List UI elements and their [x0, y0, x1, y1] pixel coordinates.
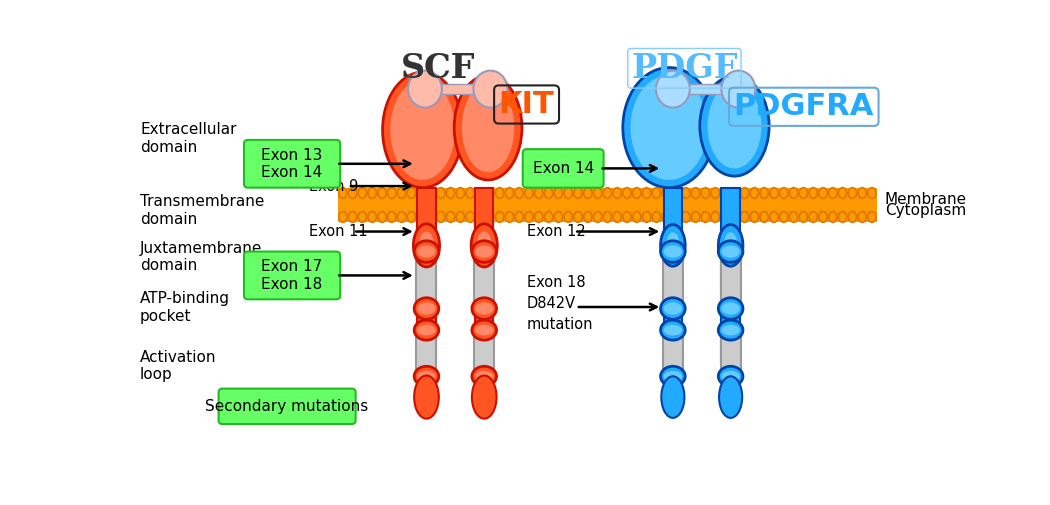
Ellipse shape	[417, 325, 436, 335]
Ellipse shape	[417, 302, 436, 315]
Ellipse shape	[414, 376, 439, 419]
Ellipse shape	[417, 371, 436, 382]
Bar	[422, 84, 491, 94]
Ellipse shape	[471, 376, 497, 419]
Ellipse shape	[664, 302, 682, 315]
Ellipse shape	[471, 320, 497, 340]
Text: Exon 12: Exon 12	[527, 224, 585, 239]
Ellipse shape	[660, 320, 686, 340]
Bar	[663, 330, 682, 376]
Text: Exon 18
D842V
mutation: Exon 18 D842V mutation	[527, 275, 593, 332]
Text: SCF: SCF	[401, 52, 476, 85]
Text: Activation
loop: Activation loop	[140, 349, 216, 382]
Ellipse shape	[660, 298, 686, 319]
Ellipse shape	[662, 376, 685, 418]
Text: SCF: SCF	[401, 52, 476, 85]
Ellipse shape	[630, 75, 708, 180]
Ellipse shape	[721, 71, 755, 108]
Ellipse shape	[623, 68, 715, 188]
Bar	[663, 251, 682, 309]
Text: Cytoplasm: Cytoplasm	[884, 204, 966, 219]
Ellipse shape	[721, 302, 740, 315]
Text: PDGFRA: PDGFRA	[734, 92, 874, 121]
Bar	[475, 188, 494, 361]
Ellipse shape	[664, 371, 682, 382]
Ellipse shape	[718, 366, 743, 386]
Ellipse shape	[471, 241, 497, 262]
Ellipse shape	[414, 241, 439, 262]
Text: ATP-binding
pocket: ATP-binding pocket	[140, 291, 230, 324]
FancyBboxPatch shape	[244, 140, 340, 188]
Ellipse shape	[664, 325, 682, 335]
Ellipse shape	[414, 366, 439, 386]
Bar	[417, 188, 436, 361]
Bar	[417, 330, 437, 376]
Text: Exon 14: Exon 14	[532, 161, 594, 176]
Ellipse shape	[718, 225, 743, 266]
Ellipse shape	[471, 224, 498, 267]
Ellipse shape	[417, 245, 436, 258]
Text: Exon 11: Exon 11	[310, 224, 369, 239]
Ellipse shape	[414, 224, 440, 267]
Ellipse shape	[477, 231, 491, 259]
Ellipse shape	[664, 245, 682, 258]
Ellipse shape	[718, 320, 743, 340]
Text: KIT: KIT	[499, 90, 554, 119]
Ellipse shape	[408, 71, 442, 108]
Ellipse shape	[718, 298, 743, 319]
Text: Exon 9: Exon 9	[310, 179, 359, 193]
Ellipse shape	[414, 298, 439, 319]
Bar	[721, 188, 740, 361]
Ellipse shape	[471, 298, 497, 319]
Ellipse shape	[475, 302, 494, 315]
Text: Secondary mutations: Secondary mutations	[206, 399, 369, 414]
Bar	[338, 188, 877, 222]
Ellipse shape	[382, 72, 463, 188]
Ellipse shape	[723, 232, 737, 259]
Ellipse shape	[721, 371, 740, 382]
Bar	[720, 251, 740, 309]
Ellipse shape	[475, 245, 494, 258]
Ellipse shape	[462, 83, 514, 172]
Text: Transmembrane
domain: Transmembrane domain	[140, 194, 265, 227]
Ellipse shape	[475, 325, 494, 335]
Text: Extracellular
domain: Extracellular domain	[140, 122, 236, 155]
FancyBboxPatch shape	[218, 389, 356, 424]
Ellipse shape	[656, 71, 690, 108]
Ellipse shape	[708, 84, 761, 168]
FancyBboxPatch shape	[523, 149, 604, 188]
Bar	[671, 84, 738, 94]
Bar	[664, 188, 682, 361]
Bar	[475, 330, 495, 376]
Bar	[720, 330, 740, 376]
Text: Juxtamembrane
domain: Juxtamembrane domain	[140, 241, 262, 273]
Ellipse shape	[419, 231, 435, 259]
Ellipse shape	[471, 366, 497, 386]
Bar	[475, 251, 495, 309]
Text: PDGF: PDGF	[631, 52, 738, 85]
Ellipse shape	[700, 76, 769, 176]
Ellipse shape	[660, 241, 686, 262]
Bar	[417, 251, 437, 309]
Ellipse shape	[474, 71, 507, 108]
Ellipse shape	[475, 371, 494, 382]
Ellipse shape	[660, 225, 686, 266]
FancyBboxPatch shape	[244, 251, 340, 299]
Text: Membrane: Membrane	[884, 191, 967, 207]
Ellipse shape	[721, 325, 740, 335]
Ellipse shape	[660, 366, 686, 386]
Text: Exon 17
Exon 18: Exon 17 Exon 18	[261, 259, 322, 291]
Text: SCF: SCF	[401, 52, 476, 85]
Text: Exon 13
Exon 14: Exon 13 Exon 14	[261, 147, 322, 180]
Ellipse shape	[391, 80, 455, 180]
Ellipse shape	[721, 245, 740, 258]
Ellipse shape	[719, 376, 742, 418]
Ellipse shape	[455, 75, 522, 180]
Ellipse shape	[718, 241, 743, 262]
Ellipse shape	[666, 232, 679, 259]
Ellipse shape	[414, 320, 439, 340]
